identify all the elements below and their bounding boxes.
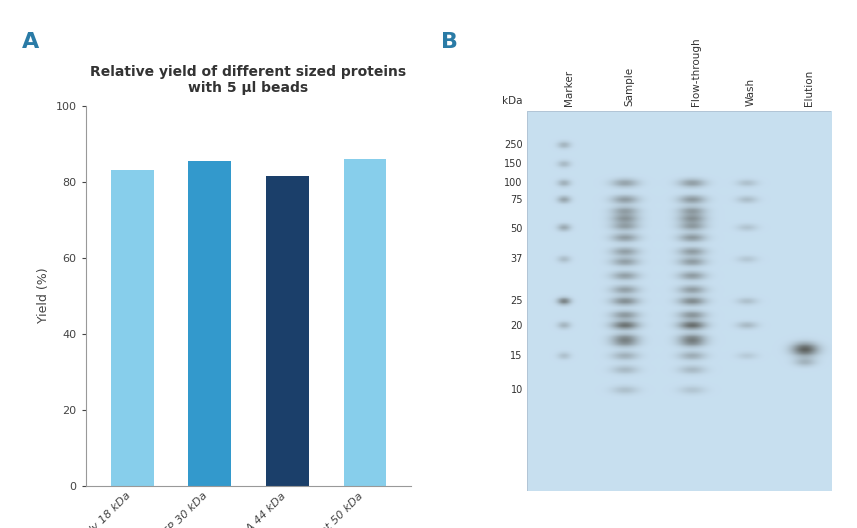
Text: A: A: [21, 32, 39, 52]
Y-axis label: Yield (%): Yield (%): [37, 268, 50, 324]
Text: B: B: [441, 32, 458, 52]
Text: 50: 50: [511, 224, 523, 234]
Text: Flow-through: Flow-through: [692, 37, 701, 106]
Text: 100: 100: [505, 178, 523, 188]
Text: 20: 20: [511, 320, 523, 331]
Text: Wash: Wash: [746, 78, 756, 106]
Text: kDa: kDa: [502, 96, 523, 106]
Text: Sample: Sample: [625, 67, 634, 106]
Text: 37: 37: [511, 254, 523, 264]
Title: Relative yield of different sized proteins
with 5 μl beads: Relative yield of different sized protei…: [91, 64, 406, 95]
Text: 25: 25: [510, 296, 523, 306]
Text: 75: 75: [510, 195, 523, 205]
Bar: [344, 159, 387, 486]
Bar: [266, 176, 309, 486]
Text: 250: 250: [504, 140, 523, 150]
Text: 150: 150: [504, 159, 523, 169]
Text: 15: 15: [511, 351, 523, 361]
Text: Elution: Elution: [804, 69, 814, 106]
Bar: [111, 170, 153, 486]
Text: Marker: Marker: [564, 70, 573, 106]
Text: 10: 10: [511, 385, 523, 395]
Bar: [189, 161, 231, 486]
